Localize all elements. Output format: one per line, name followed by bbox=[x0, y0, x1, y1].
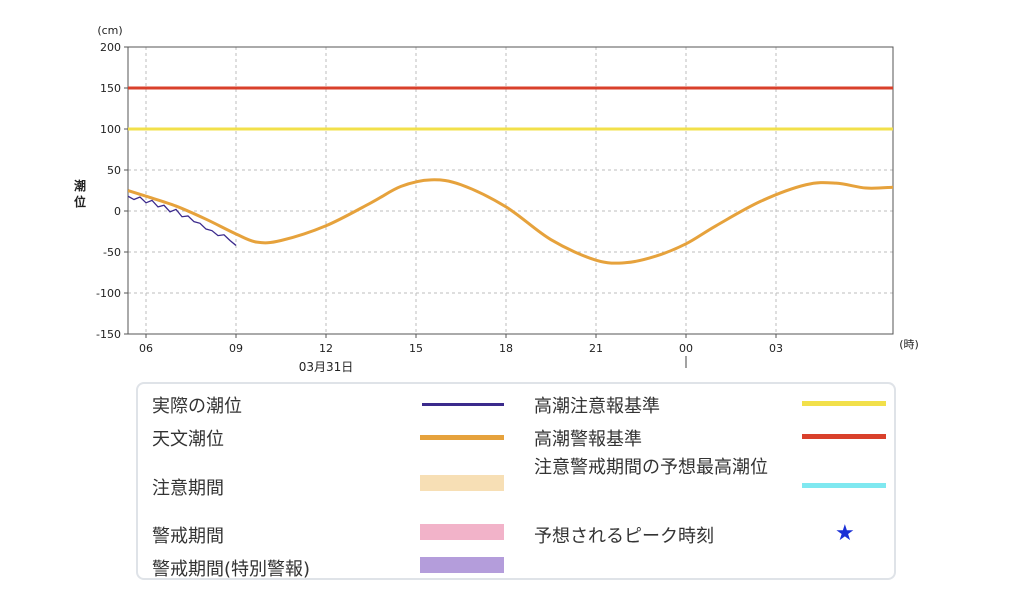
legend-line-actual-tide bbox=[422, 403, 504, 406]
x-tick-label: 15 bbox=[409, 342, 423, 355]
legend-line-storm-surge-advisory bbox=[802, 401, 886, 406]
legend-line-forecast-max-tide bbox=[802, 483, 886, 488]
legend-label-special-warning-period: 警戒期間(特別警報) bbox=[152, 559, 311, 580]
legend-line-astronomical-tide bbox=[420, 435, 504, 440]
x-tick-label: 18 bbox=[499, 342, 513, 355]
y-tick-label: 100 bbox=[100, 123, 121, 136]
date-label: 03月31日 bbox=[299, 360, 354, 374]
y-tick-label: 200 bbox=[100, 41, 121, 54]
astronomical-tide-line bbox=[128, 178, 893, 265]
legend-swatch-caution-period bbox=[420, 475, 504, 491]
x-tick-label: 00 bbox=[679, 342, 693, 355]
legend-label-caution-period: 注意期間 bbox=[152, 478, 224, 499]
y-tick-label: -150 bbox=[96, 328, 121, 341]
legend-label-astronomical-tide: 天文潮位 bbox=[152, 429, 224, 450]
y-tick-label: 150 bbox=[100, 82, 121, 95]
legend-label-peak-time: 予想されるピーク時刻 bbox=[534, 526, 714, 547]
legend-label-forecast-max-tide: 注意警戒期間の予想最高潮位 bbox=[534, 457, 768, 478]
legend-line-storm-surge-warning bbox=[802, 434, 886, 439]
legend-label-storm-surge-advisory: 高潮注意報基準 bbox=[534, 396, 660, 417]
x-unit-label: (時) bbox=[899, 338, 919, 351]
y-tick-label: 0 bbox=[114, 205, 121, 218]
y-unit-label: (cm) bbox=[97, 24, 122, 37]
tide-chart: 200 150 100 50 0 -50 -100 -150 06 09 12 15 18 21 00 03 (… bbox=[74, 24, 919, 374]
x-tick-label: 09 bbox=[229, 342, 243, 355]
legend-label-warning-period: 警戒期間 bbox=[152, 526, 224, 547]
y-tick-label: -50 bbox=[103, 246, 121, 259]
x-tick-label: 21 bbox=[589, 342, 603, 355]
legend: 実際の潮位 天文潮位 注意期間 警戒期間 警戒期間(特別警報) 高潮注意報基準 … bbox=[136, 382, 896, 580]
legend-label-actual-tide: 実際の潮位 bbox=[152, 396, 242, 417]
y-tick-label: -100 bbox=[96, 287, 121, 300]
legend-swatch-special-warning-period bbox=[420, 557, 504, 573]
plot-frame bbox=[127, 46, 894, 335]
x-tick-label: 12 bbox=[319, 342, 333, 355]
star-icon: ★ bbox=[835, 521, 855, 546]
legend-label-storm-surge-warning: 高潮警報基準 bbox=[534, 429, 642, 450]
x-tick-label: 06 bbox=[139, 342, 153, 355]
y-axis-title: 潮位 bbox=[74, 178, 86, 209]
x-tick-label: 03 bbox=[769, 342, 783, 355]
y-tick-label: 50 bbox=[107, 164, 121, 177]
actual-tide-line bbox=[128, 195, 237, 246]
legend-swatch-warning-period bbox=[420, 524, 504, 540]
